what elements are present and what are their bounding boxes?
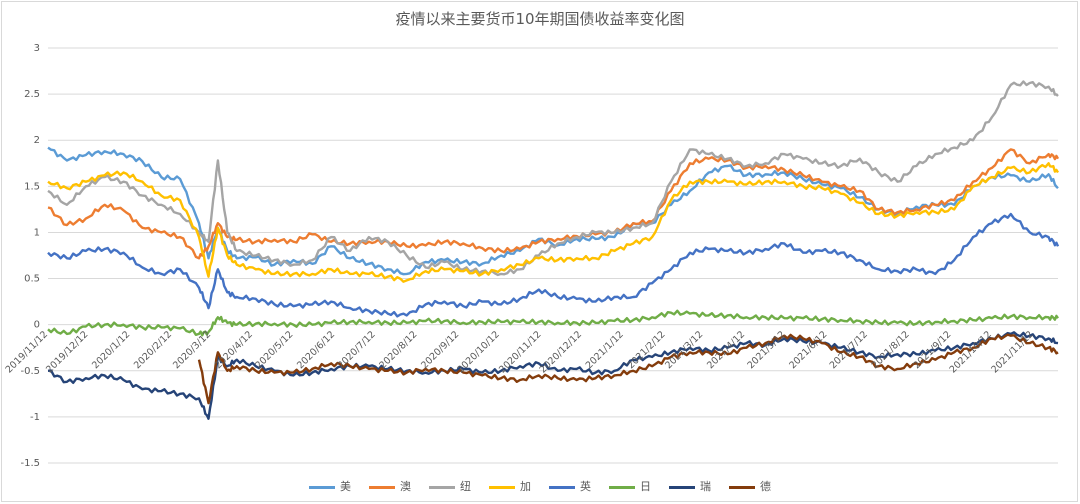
x-tick-label: 2020/8/12 — [377, 329, 419, 371]
series-line-4 — [47, 212, 1060, 318]
legend-label: 瑞 — [700, 480, 711, 493]
legend-label: 日 — [640, 480, 651, 493]
legend-item: 澳 — [369, 478, 411, 494]
x-tick-label: 2020/6/12 — [295, 329, 337, 371]
x-tick-label: 2020/11/12 — [497, 329, 544, 376]
x-tick-label: 2019/12/12 — [44, 329, 91, 376]
series-lines — [47, 80, 1060, 420]
x-tick-label: 2021/4/12 — [705, 329, 747, 371]
series-line-7 — [197, 333, 1059, 405]
legend-swatch — [609, 485, 635, 489]
legend-item: 英 — [549, 478, 591, 494]
x-tick-label: 2021/7/12 — [828, 329, 870, 371]
legend-swatch — [729, 485, 755, 489]
legend-item: 加 — [489, 478, 531, 494]
legend-label: 德 — [760, 480, 771, 493]
y-tick-label: -0.5 — [20, 366, 40, 377]
y-tick-label: 0.5 — [24, 274, 40, 285]
x-tick-label: 2020/2/12 — [132, 329, 174, 371]
legend-item: 德 — [729, 478, 771, 494]
legend-label: 加 — [520, 480, 531, 493]
legend-swatch — [429, 485, 455, 489]
y-tick-label: -1.5 — [20, 458, 40, 469]
chart-legend: 美澳纽加英日瑞德 — [0, 478, 1080, 494]
y-tick-label: -1 — [30, 412, 40, 423]
series-line-6 — [47, 331, 1059, 420]
legend-swatch — [309, 485, 335, 489]
legend-swatch — [489, 485, 515, 489]
legend-label: 纽 — [460, 480, 471, 493]
y-tick-label: 2 — [34, 135, 40, 146]
y-tick-labels: -1.5 -1 -0.5 0 0.5 1 1.5 2 2.5 3 — [20, 43, 40, 469]
chart-title: 疫情以来主要货币10年期国债收益率变化图 — [395, 10, 685, 28]
legend-item: 纽 — [429, 478, 471, 494]
series-line-2 — [47, 80, 1059, 277]
y-tick-label: 2.5 — [24, 89, 40, 100]
x-tick-label: 2021/5/12 — [746, 329, 788, 371]
x-tick-label: 2021/1/12 — [584, 329, 626, 371]
series-line-3 — [47, 162, 1060, 283]
x-tick-label: 2020/5/12 — [253, 329, 295, 371]
x-tick-label: 2021/2/12 — [625, 329, 667, 371]
legend-item: 美 — [309, 478, 351, 494]
legend-label: 澳 — [400, 480, 411, 493]
legend-swatch — [669, 485, 695, 489]
series-line-5 — [47, 309, 1059, 337]
x-tick-label: 2020/1/12 — [90, 329, 132, 371]
series-line-1 — [47, 148, 1060, 260]
legend-label: 英 — [580, 480, 591, 493]
y-tick-label: 0 — [34, 320, 40, 331]
y-tick-label: 1 — [34, 227, 40, 238]
y-tick-label: 1.5 — [24, 181, 40, 192]
legend-item: 瑞 — [669, 478, 711, 494]
x-tick-label: 2021/6/12 — [787, 329, 829, 371]
legend-swatch — [369, 485, 395, 489]
legend-swatch — [549, 485, 575, 489]
x-tick-label: 2020/9/12 — [419, 329, 461, 371]
x-tick-label: 2020/3/12 — [171, 329, 213, 371]
legend-label: 美 — [340, 480, 351, 493]
x-tick-label: 2021/9/12 — [911, 329, 953, 371]
y-tick-label: 3 — [34, 43, 40, 54]
legend-item: 日 — [609, 478, 651, 494]
